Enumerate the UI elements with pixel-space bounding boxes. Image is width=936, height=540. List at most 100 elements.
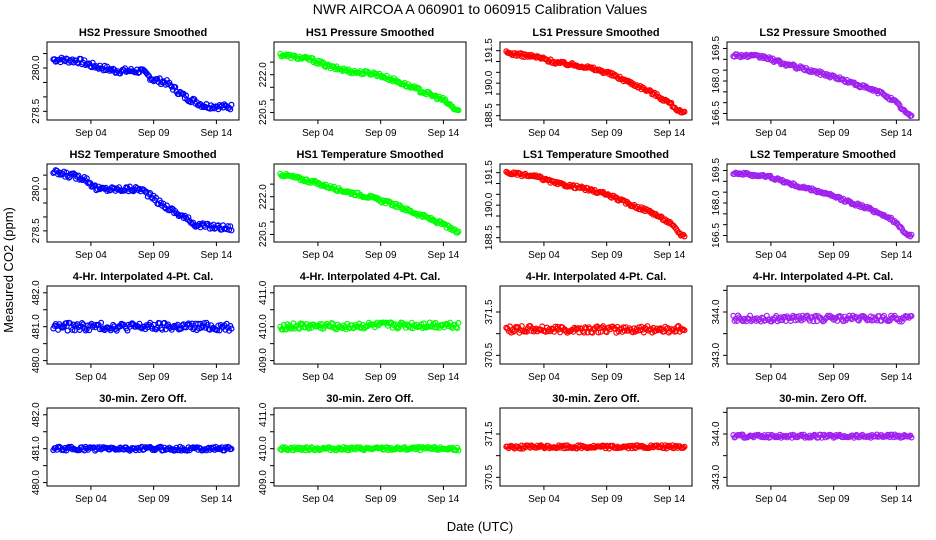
data-point (772, 434, 779, 441)
panel-3: LS1 Pressure Smoothed Sep 04 Sep 09 Sep 14 1… (484, 27, 693, 139)
y-tick-label: 220.5 (258, 222, 269, 247)
data-point (681, 443, 688, 450)
data-point (454, 229, 461, 236)
y-tick-label: 409.0 (258, 470, 269, 495)
data-point (746, 312, 753, 319)
x-tick-label: Sep 04 (755, 372, 787, 383)
data-point (228, 445, 235, 452)
x-tick-label: Sep 14 (654, 250, 686, 261)
x-tick-label: Sep 04 (75, 494, 107, 505)
x-tick-label: Sep 04 (755, 250, 787, 261)
data-point (209, 225, 216, 232)
panel-frame (499, 163, 693, 243)
data-point (228, 101, 235, 108)
x-tick-label: Sep 14 (654, 128, 686, 139)
panel-frame (273, 41, 467, 121)
x-tick-label: Sep 04 (302, 128, 334, 139)
panel-frame (499, 407, 693, 487)
x-tick-label: Sep 04 (755, 128, 787, 139)
panel-9: 4-Hr. Interpolated 4-Pt. Cal. Sep 04 Sep 0… (31, 271, 240, 383)
data-point (126, 183, 133, 190)
data-point (908, 434, 915, 441)
y-tick-label: 481.0 (31, 314, 42, 339)
data-point (190, 326, 197, 333)
x-tick-label: Sep 14 (654, 372, 686, 383)
panel-frame (499, 41, 693, 121)
y-tick-label: 278.5 (31, 218, 42, 243)
panel-16: 30-min. Zero Off. Sep 04 Sep 09 Sep 14 343.0… (711, 393, 920, 505)
data-point (621, 327, 628, 334)
x-tick-label: Sep 14 (428, 128, 460, 139)
x-tick-label: Sep 14 (881, 494, 913, 505)
x-tick-label: Sep 14 (881, 128, 913, 139)
panel-title: 4-Hr. Interpolated 4-Pt. Cal. (526, 271, 667, 283)
y-tick-label: 169.5 (711, 158, 722, 183)
panel-frame (273, 407, 467, 487)
y-tick-label: 168.0 (711, 190, 722, 215)
y-tick-label: 222.0 (258, 62, 269, 87)
x-tick-label: Sep 09 (138, 250, 170, 261)
data-point (681, 233, 688, 240)
data-point (395, 324, 402, 331)
panel-frame (273, 163, 467, 243)
panel-title: 30-min. Zero Off. (99, 393, 186, 405)
y-tick-label: 411.0 (258, 402, 269, 427)
x-tick-label: Sep 09 (138, 372, 170, 383)
data-point (149, 447, 156, 454)
y-tick-label: 280.0 (31, 176, 42, 201)
panel-title: HS2 Temperature Smoothed (69, 149, 216, 161)
x-tick-label: Sep 14 (428, 372, 460, 383)
data-point (69, 326, 76, 333)
panel-5: HS2 Temperature Smoothed Sep 04 Sep 09 Sep … (31, 149, 240, 261)
y-tick-label: 191.5 (484, 38, 495, 63)
y-tick-label: 344.0 (711, 299, 722, 324)
data-point (865, 205, 872, 212)
panel-grid: HS2 Pressure Smoothed Sep 04 Sep 09 Sep 14 2… (31, 27, 920, 505)
data-point (185, 214, 192, 221)
data-point (646, 87, 653, 94)
data-point (455, 107, 462, 114)
data-point (510, 328, 517, 335)
x-tick-label: Sep 09 (138, 494, 170, 505)
data-point (198, 324, 205, 331)
x-tick-label: Sep 09 (591, 494, 623, 505)
y-tick-label: 188.5 (484, 225, 495, 250)
data-point (580, 329, 587, 336)
panel-1: HS2 Pressure Smoothed Sep 04 Sep 09 Sep 14 2… (31, 27, 240, 139)
panel-title: 4-Hr. Interpolated 4-Pt. Cal. (753, 271, 894, 283)
x-tick-label: Sep 09 (818, 128, 850, 139)
data-point (168, 83, 175, 90)
data-point (302, 324, 309, 331)
y-tick-label: 191.5 (484, 160, 495, 185)
y-tick-label: 343.0 (711, 342, 722, 367)
panel-title: 4-Hr. Interpolated 4-Pt. Cal. (73, 271, 214, 283)
x-tick-label: Sep 09 (591, 372, 623, 383)
x-tick-label: Sep 04 (528, 250, 560, 261)
panel-title: HS1 Pressure Smoothed (306, 27, 434, 39)
data-point (294, 173, 301, 180)
figure-title: NWR AIRCOA A 060901 to 060915 Calibratio… (313, 1, 647, 17)
panel-title: LS1 Pressure Smoothed (532, 27, 659, 39)
x-tick-label: Sep 09 (818, 494, 850, 505)
y-tick-label: 480.0 (31, 348, 42, 373)
panel-8: LS2 Temperature Smoothed Sep 04 Sep 09 Sep … (711, 149, 920, 261)
data-point (288, 325, 295, 332)
y-tick-label: 371.5 (484, 421, 495, 446)
data-point (661, 97, 668, 104)
panel-frame (726, 407, 920, 487)
data-point (776, 317, 783, 324)
data-point (589, 329, 596, 336)
data-point (76, 176, 83, 183)
data-point (190, 444, 197, 451)
data-point (292, 174, 299, 181)
x-tick-label: Sep 09 (365, 372, 397, 383)
y-tick-label: 166.5 (711, 223, 722, 248)
figure-xlabel: Date (UTC) (447, 519, 513, 534)
panel-title: 30-min. Zero Off. (552, 393, 639, 405)
y-tick-label: 278.5 (31, 98, 42, 123)
data-point (159, 326, 166, 333)
data-point (908, 313, 915, 320)
y-tick-label: 188.5 (484, 103, 495, 128)
panel-title: 4-Hr. Interpolated 4-Pt. Cal. (300, 271, 441, 283)
x-tick-label: Sep 14 (881, 250, 913, 261)
